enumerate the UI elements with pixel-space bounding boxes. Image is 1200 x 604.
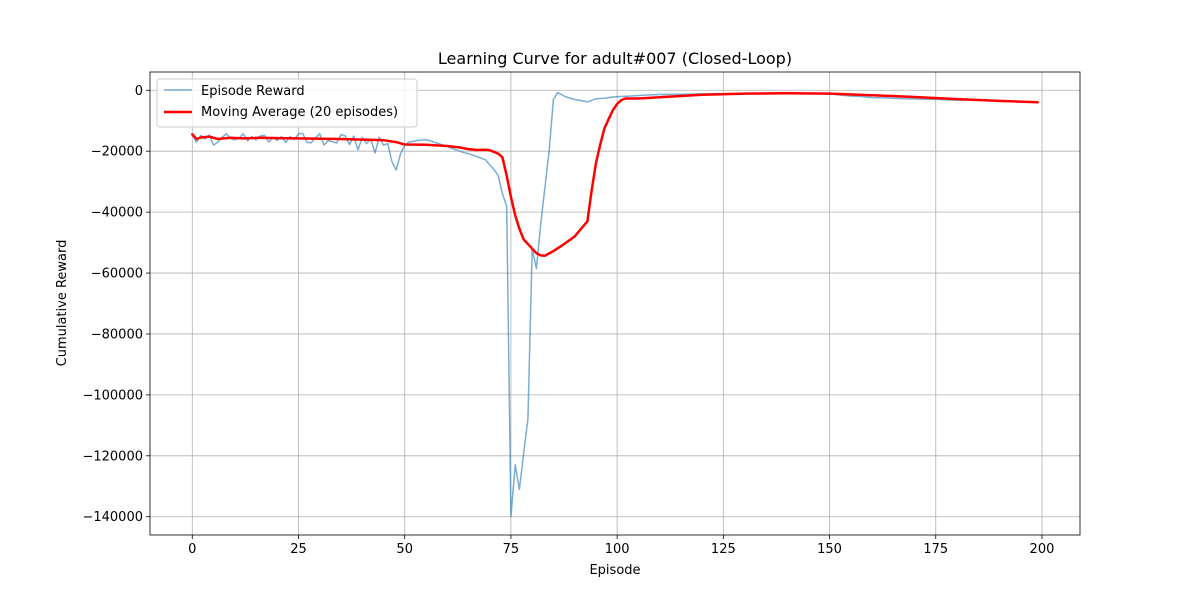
- y-tick-label: −20000: [91, 145, 143, 160]
- series-line-episode-reward: [191, 91, 1039, 518]
- y-tick-label: −80000: [91, 327, 143, 342]
- x-tick-label: 150: [817, 542, 842, 557]
- y-axis-label: Cumulative Reward: [55, 240, 70, 367]
- legend-box: [156, 78, 418, 128]
- legend: Episode Reward Moving Average (20 episod…: [156, 78, 418, 128]
- x-axis-ticks: 0 25 50 75 100 125 150 175 200: [188, 535, 1054, 557]
- legend-label-moving-average: Moving Average (20 episodes): [201, 105, 398, 120]
- grid-lines: [150, 72, 1080, 535]
- x-axis-label: Episode: [589, 563, 640, 578]
- y-tick-label: −100000: [82, 388, 143, 403]
- x-tick-label: 25: [290, 542, 307, 557]
- x-tick-label: 125: [711, 542, 736, 557]
- y-tick-label: −120000: [82, 449, 143, 464]
- legend-label-episode-reward: Episode Reward: [201, 84, 305, 99]
- y-tick-label: −60000: [91, 267, 143, 282]
- chart-title: Learning Curve for adult#007 (Closed-Loo…: [438, 49, 792, 68]
- x-tick-label: 100: [605, 542, 630, 557]
- plot-area-background: [150, 72, 1080, 535]
- x-tick-label: 75: [503, 542, 520, 557]
- series-lines: [191, 91, 1039, 518]
- y-tick-label: 0: [135, 84, 143, 99]
- x-tick-label: 50: [396, 542, 413, 557]
- x-tick-label: 200: [1030, 542, 1055, 557]
- y-axis-ticks: 0 −20000 −40000 −60000 −80000 −100000 −120000 −…: [82, 84, 150, 525]
- x-tick-label: 0: [188, 542, 196, 557]
- x-tick-label: 175: [923, 542, 948, 557]
- series-line-moving-average: [191, 92, 1039, 257]
- plot-frame: [149, 71, 1081, 536]
- y-tick-label: −40000: [91, 206, 143, 221]
- y-tick-label: −140000: [82, 510, 143, 525]
